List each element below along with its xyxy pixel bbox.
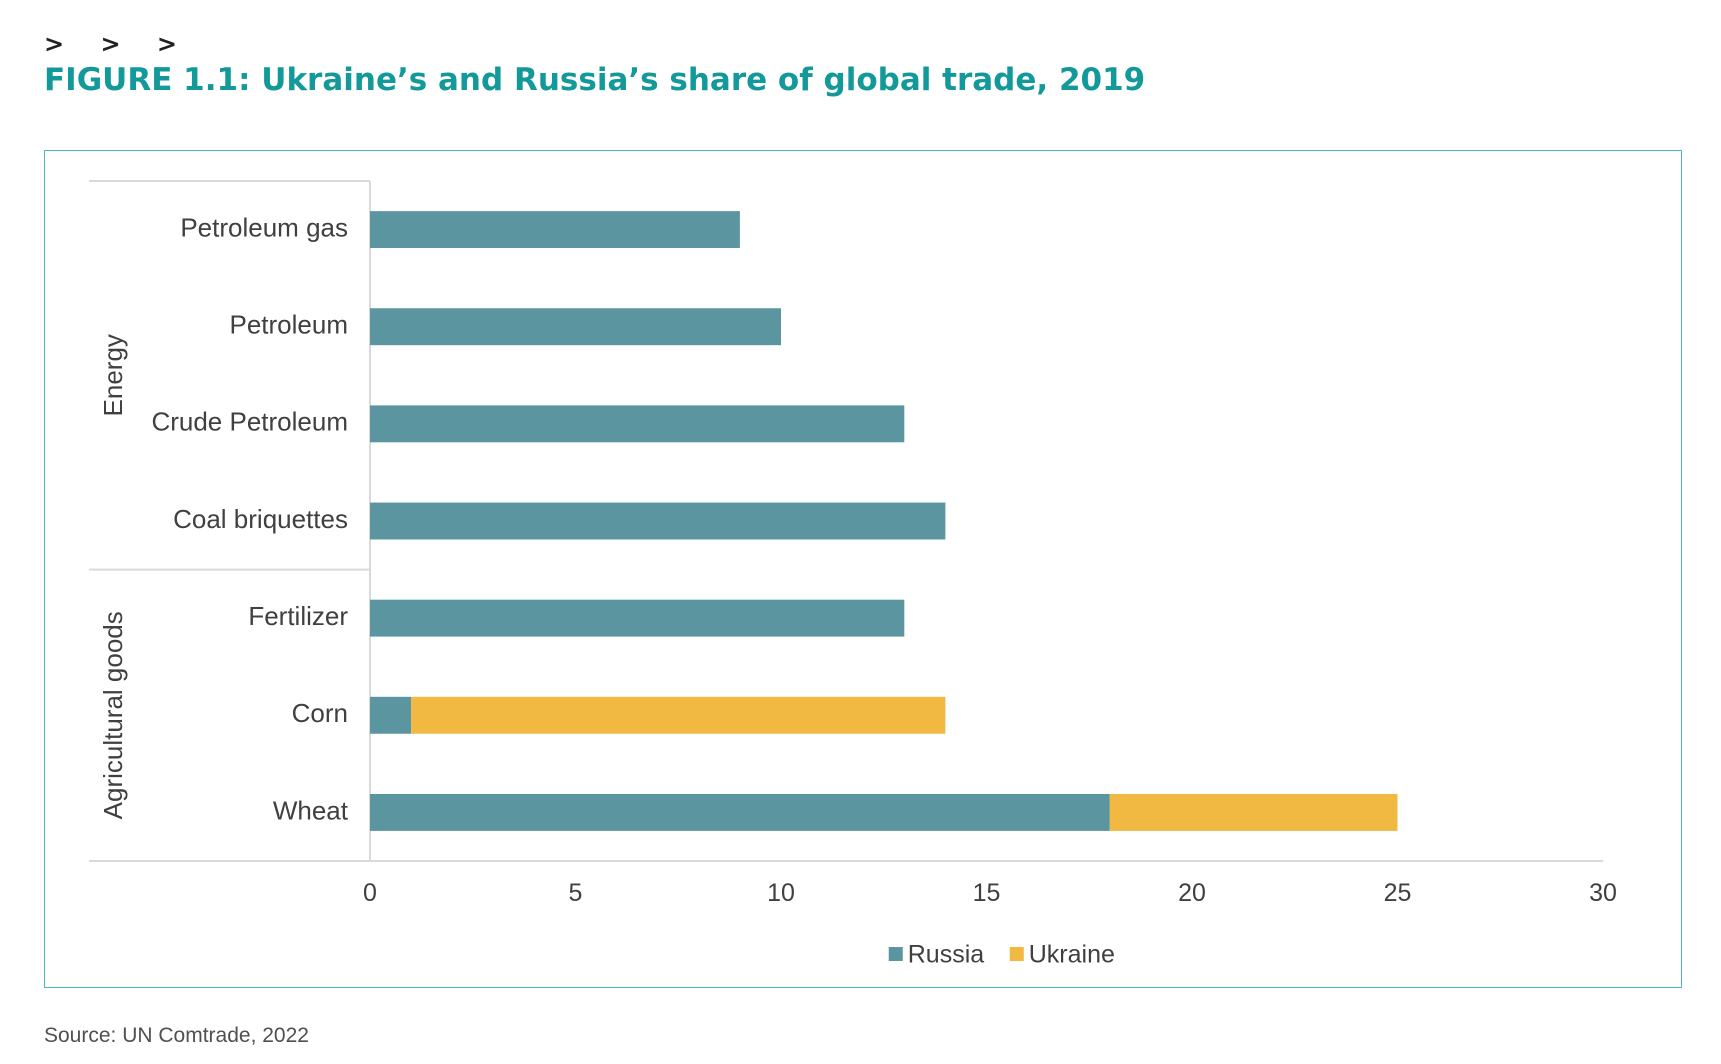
category-label-petroleum-gas: Petroleum gas [180, 212, 348, 242]
bar-russia-petroleum-gas [370, 211, 740, 249]
legend-swatch-ukraine [1009, 947, 1024, 961]
bar-russia-petroleum [370, 308, 781, 346]
category-label-coal-briquettes: Coal briquettes [173, 504, 348, 534]
group-label-agricultural-goods: Agricultural goods [98, 611, 128, 819]
x-tick-label-10: 10 [767, 879, 795, 907]
bar-russia-coal-briquettes [370, 502, 946, 540]
x-tick-label-20: 20 [1178, 879, 1206, 907]
chart-frame: Energy Agricultural goods Petroleum gas Pet… [44, 150, 1682, 988]
bar-russia-corn [370, 696, 412, 734]
figure-title: FIGURE 1.1: Ukraine’s and Russia’s share… [44, 62, 1146, 98]
bar-ukraine-wheat [1109, 793, 1398, 831]
chevron-icons: > > > [44, 30, 192, 58]
legend-label-ukraine: Ukraine [1029, 941, 1115, 969]
x-tick-label-30: 30 [1589, 879, 1617, 907]
source-note: Source: UN Comtrade, 2022 [44, 1024, 309, 1047]
x-tick-label-0: 0 [363, 879, 377, 907]
bar-ukraine-corn [411, 696, 946, 734]
x-tick-label-5: 5 [569, 879, 583, 907]
legend-label-russia: Russia [908, 941, 985, 969]
bar-russia-wheat [370, 793, 1110, 831]
bar-russia-crude-petroleum [370, 405, 905, 443]
bar-chart: Energy Agricultural goods Petroleum gas Pet… [89, 180, 1617, 969]
category-label-wheat: Wheat [273, 795, 349, 825]
category-label-crude-petroleum: Crude Petroleum [151, 407, 348, 437]
legend-swatch-russia [888, 947, 903, 961]
group-label-energy: Energy [98, 334, 128, 416]
bar-russia-fertilizer [370, 599, 905, 637]
category-label-fertilizer: Fertilizer [248, 601, 348, 631]
category-label-corn: Corn [292, 698, 348, 728]
x-tick-label-25: 25 [1384, 879, 1412, 907]
x-tick-label-15: 15 [973, 879, 1001, 907]
category-label-petroleum: Petroleum [230, 310, 349, 340]
